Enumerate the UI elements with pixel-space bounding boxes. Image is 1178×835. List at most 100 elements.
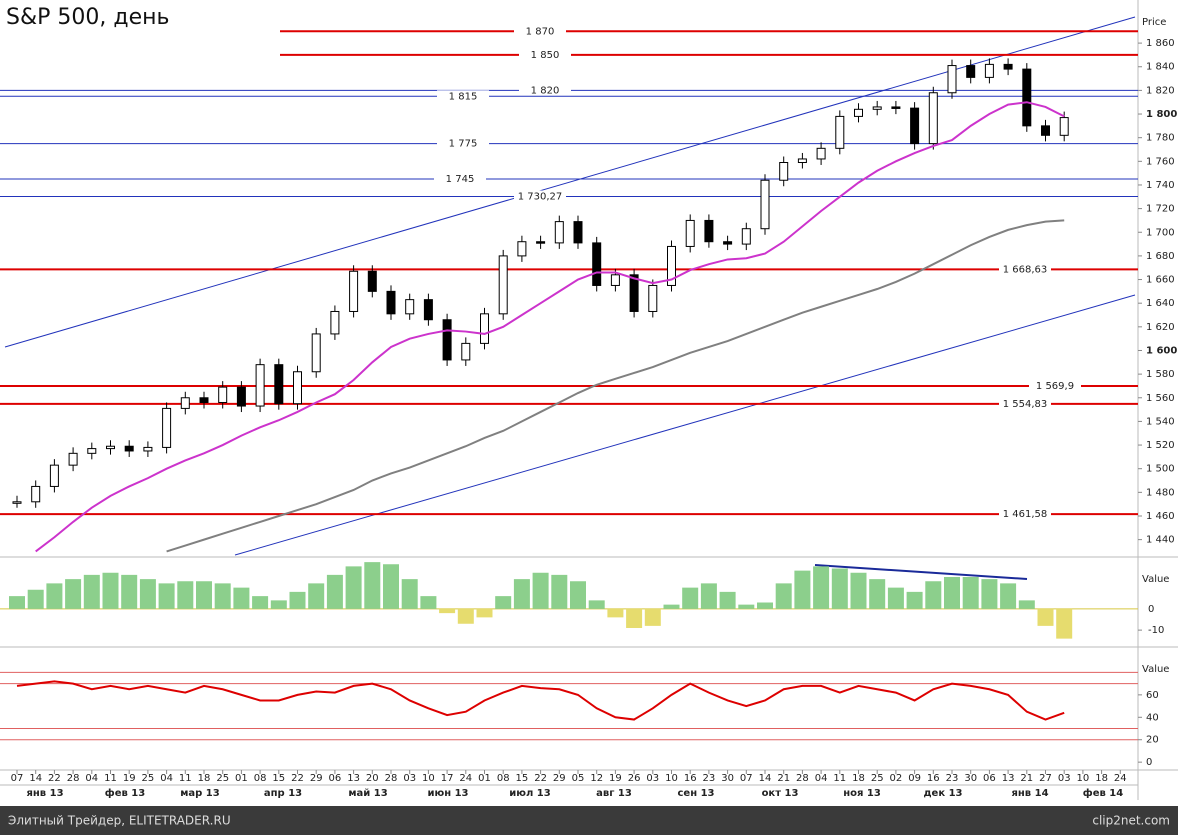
candle: [236, 386, 246, 407]
x-day-label: 23: [703, 773, 716, 784]
level-label-bg: [437, 137, 489, 150]
candle: [517, 241, 527, 257]
osc-bar: [420, 596, 437, 609]
osc-bar: [944, 577, 960, 609]
moving-average: [166, 219, 1065, 553]
candle: [386, 290, 396, 315]
osc-bar: [383, 564, 399, 609]
footer-left: Элитный Трейдер, ELITETRADER.RU: [8, 814, 231, 828]
osc-bar: [289, 591, 306, 609]
x-day-label: 30: [721, 773, 734, 784]
candle: [704, 219, 714, 243]
osc-bar: [850, 572, 867, 609]
rsi-line: [16, 680, 1065, 721]
level-label-bg: [434, 173, 486, 186]
x-day-label: 24: [1114, 773, 1127, 784]
level-label: 1 730,27: [518, 191, 563, 202]
osc-bar: [663, 604, 680, 609]
level-label: 1 461,58: [1003, 509, 1048, 520]
candle: [1003, 63, 1013, 70]
osc-bar: [457, 608, 474, 624]
level-label: 1 870: [526, 26, 555, 37]
x-day-label: 03: [1058, 773, 1071, 784]
level-label: 1 569,9: [1036, 381, 1074, 392]
level-label: 1 850: [531, 50, 560, 61]
osc-bar: [775, 583, 792, 609]
osc-bar: [345, 566, 362, 609]
x-day-label: 28: [67, 773, 80, 784]
candle: [779, 162, 789, 181]
osc-bar: [439, 608, 456, 614]
osc-bar: [719, 591, 736, 609]
x-month-label: авг 13: [596, 788, 632, 799]
candle: [199, 397, 209, 403]
candle: [667, 245, 676, 286]
osc-bar: [962, 577, 979, 609]
x-day-label: 11: [104, 773, 117, 784]
x-day-label: 04: [85, 773, 98, 784]
rsi-tick-label: 60: [1146, 690, 1159, 701]
x-day-label: 02: [890, 773, 903, 784]
y-tick-label: 1 820: [1146, 85, 1175, 96]
x-month-label: окт 13: [762, 788, 799, 799]
x-day-label: 07: [740, 773, 753, 784]
level-label: 1 554,83: [1003, 399, 1048, 410]
osc-bar: [532, 572, 549, 609]
candle: [835, 115, 845, 149]
candle: [293, 371, 302, 405]
candle: [816, 147, 826, 160]
candle: [966, 65, 976, 78]
y-tick-label: 1 560: [1146, 393, 1175, 404]
y-tick-label: 1 860: [1146, 38, 1175, 49]
moving-average: [35, 101, 1065, 553]
x-day-label: 15: [516, 773, 529, 784]
footer-right: clip2net.com: [1092, 814, 1170, 828]
y-tick-label: 1 500: [1146, 464, 1175, 475]
x-day-label: 24: [459, 773, 472, 784]
osc-bar: [570, 581, 586, 609]
rsi-tick-label: 0: [1146, 757, 1152, 768]
level-label: 1 668,63: [1003, 264, 1048, 275]
osc-bar: [869, 579, 886, 609]
candle: [910, 107, 920, 145]
x-month-label: май 13: [348, 788, 387, 799]
candle: [984, 63, 994, 78]
osc-bar: [1056, 608, 1073, 639]
candle: [854, 108, 863, 117]
candle: [423, 299, 433, 321]
y-tick-label: 1 680: [1146, 251, 1175, 262]
osc-bar: [270, 600, 287, 609]
x-day-label: 08: [497, 773, 510, 784]
osc-tick-label: 0: [1148, 604, 1154, 615]
x-day-label: 15: [272, 773, 285, 784]
x-day-label: 28: [796, 773, 809, 784]
x-day-label: 25: [216, 773, 229, 784]
level-label-bg: [519, 48, 571, 61]
x-month-label: мар 13: [180, 788, 220, 799]
osc-bar: [364, 562, 381, 609]
osc-bar: [925, 581, 942, 609]
x-day-label: 19: [123, 773, 136, 784]
candle: [31, 485, 41, 503]
x-day-label: 29: [310, 773, 323, 784]
price-axis-label: Price: [1142, 17, 1166, 28]
osc-bar: [513, 579, 530, 609]
osc-bar: [813, 566, 830, 609]
y-tick-label: 1 780: [1146, 133, 1175, 144]
x-day-label: 18: [1095, 773, 1108, 784]
level-label: 1 745: [446, 174, 475, 185]
y-tick-label: 1 620: [1146, 322, 1175, 333]
candle: [610, 274, 620, 286]
candle: [760, 179, 770, 230]
x-day-label: 21: [1020, 773, 1033, 784]
candle: [797, 158, 807, 164]
candle: [947, 65, 957, 94]
level-label-bg: [1029, 380, 1081, 393]
x-month-label: янв 13: [26, 788, 63, 799]
candle: [405, 299, 415, 315]
level-label-bg: [514, 25, 566, 38]
candle: [928, 92, 938, 145]
candle: [891, 106, 901, 109]
osc-bar: [738, 604, 755, 609]
osc-bar: [46, 583, 63, 609]
